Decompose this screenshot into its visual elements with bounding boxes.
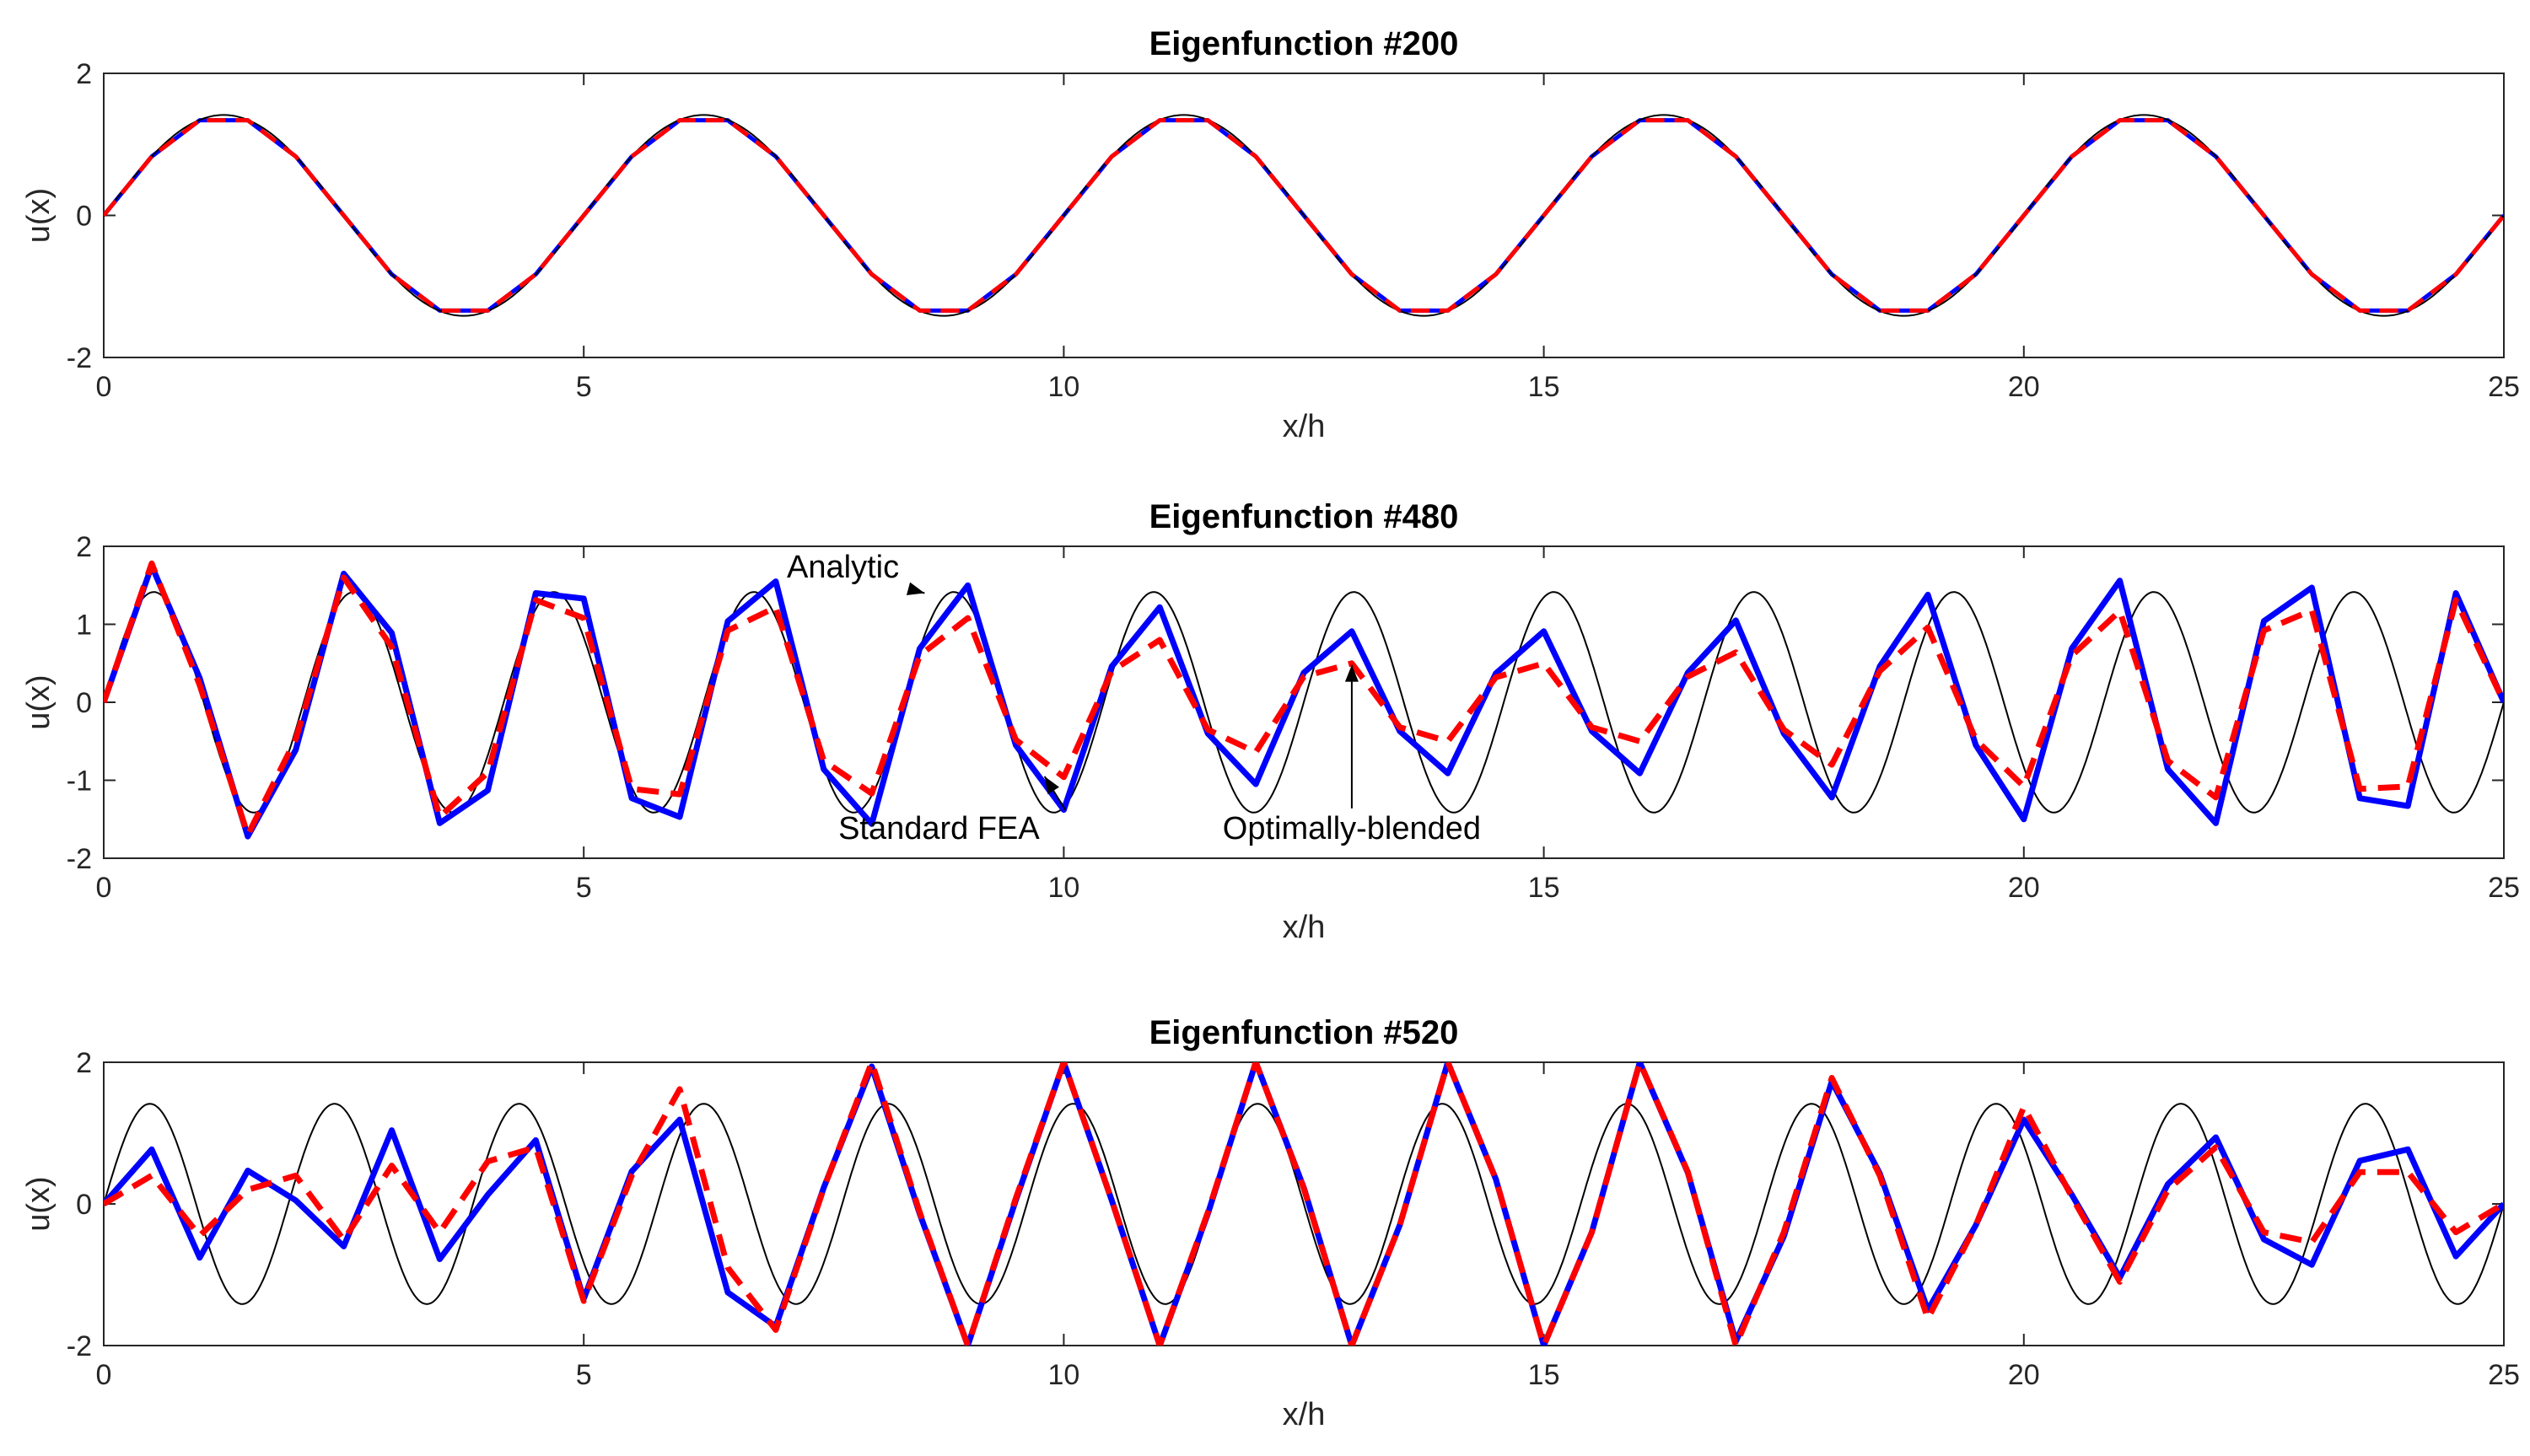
y-tick-label: 2 (76, 1047, 92, 1079)
y-tick-label: -1 (67, 766, 92, 798)
x-tick-label: 25 (2488, 872, 2520, 904)
series-optimally-blended (104, 118, 2504, 313)
subplot-eigenfunction-480: Eigenfunction #480 0 5 10 15 20 25 -2 -1 0 1 2 x/h u(… (21, 498, 2520, 945)
chart-title: Eigenfunction #200 (1149, 25, 1459, 62)
series-analytic (104, 114, 2504, 317)
x-tick-label: 0 (96, 872, 112, 904)
x-tick-label: 25 (2488, 371, 2520, 403)
x-tick-label: 10 (1047, 872, 1079, 904)
x-tick-label: 5 (576, 1359, 592, 1391)
annotation-label: Standard FEA (838, 811, 1040, 846)
x-tick-label: 25 (2488, 1359, 2520, 1391)
plot-area (104, 560, 2504, 840)
annotation-label: Optimally-blended (1223, 811, 1481, 846)
x-tick-label: 15 (1528, 371, 1560, 403)
x-axis-label: x/h (1283, 910, 1326, 945)
x-tick-label: 5 (576, 872, 592, 904)
y-tick-label: 1 (76, 610, 92, 642)
x-axis-label: x/h (1283, 409, 1326, 444)
annotation-arrowhead (906, 582, 925, 596)
x-tick-label: 20 (2008, 872, 2040, 904)
y-tick-label: 2 (76, 531, 92, 563)
x-tick-label: 10 (1047, 371, 1079, 403)
plot-area (104, 1062, 2504, 1346)
y-axis-label: u(x) (21, 674, 57, 729)
x-tick-label: 10 (1047, 1359, 1079, 1391)
x-tick-label: 20 (2008, 371, 2040, 403)
series-optimally-blended (104, 560, 2504, 838)
series-analytic (104, 1103, 2504, 1305)
annotation-arrowhead (1044, 776, 1059, 795)
y-tick-label: 0 (76, 201, 92, 233)
y-tick-label: -2 (67, 1330, 92, 1362)
chart-title: Eigenfunction #520 (1149, 1014, 1459, 1051)
y-tick-label: -2 (67, 342, 92, 374)
x-tick-label: 0 (96, 371, 112, 403)
y-tick-label: -2 (67, 843, 92, 875)
annotation-arrowhead (1344, 664, 1359, 682)
y-axis-label: u(x) (21, 1176, 57, 1231)
x-tick-label: 0 (96, 1359, 112, 1391)
y-tick-label: 0 (76, 687, 92, 719)
y-tick-label: 0 (76, 1189, 92, 1221)
x-tick-label: 5 (576, 371, 592, 403)
plot-area (104, 114, 2504, 317)
annotation-label: Analytic (787, 550, 899, 585)
x-tick-label: 15 (1528, 872, 1560, 904)
x-tick-label: 20 (2008, 1359, 2040, 1391)
series-optimally-blended (104, 1062, 2504, 1346)
x-tick-label: 15 (1528, 1359, 1560, 1391)
series-analytic (104, 591, 2504, 814)
y-axis-label: u(x) (21, 188, 57, 243)
chart-title: Eigenfunction #480 (1149, 498, 1459, 535)
x-axis-label: x/h (1283, 1397, 1326, 1432)
y-tick-label: 2 (76, 58, 92, 90)
